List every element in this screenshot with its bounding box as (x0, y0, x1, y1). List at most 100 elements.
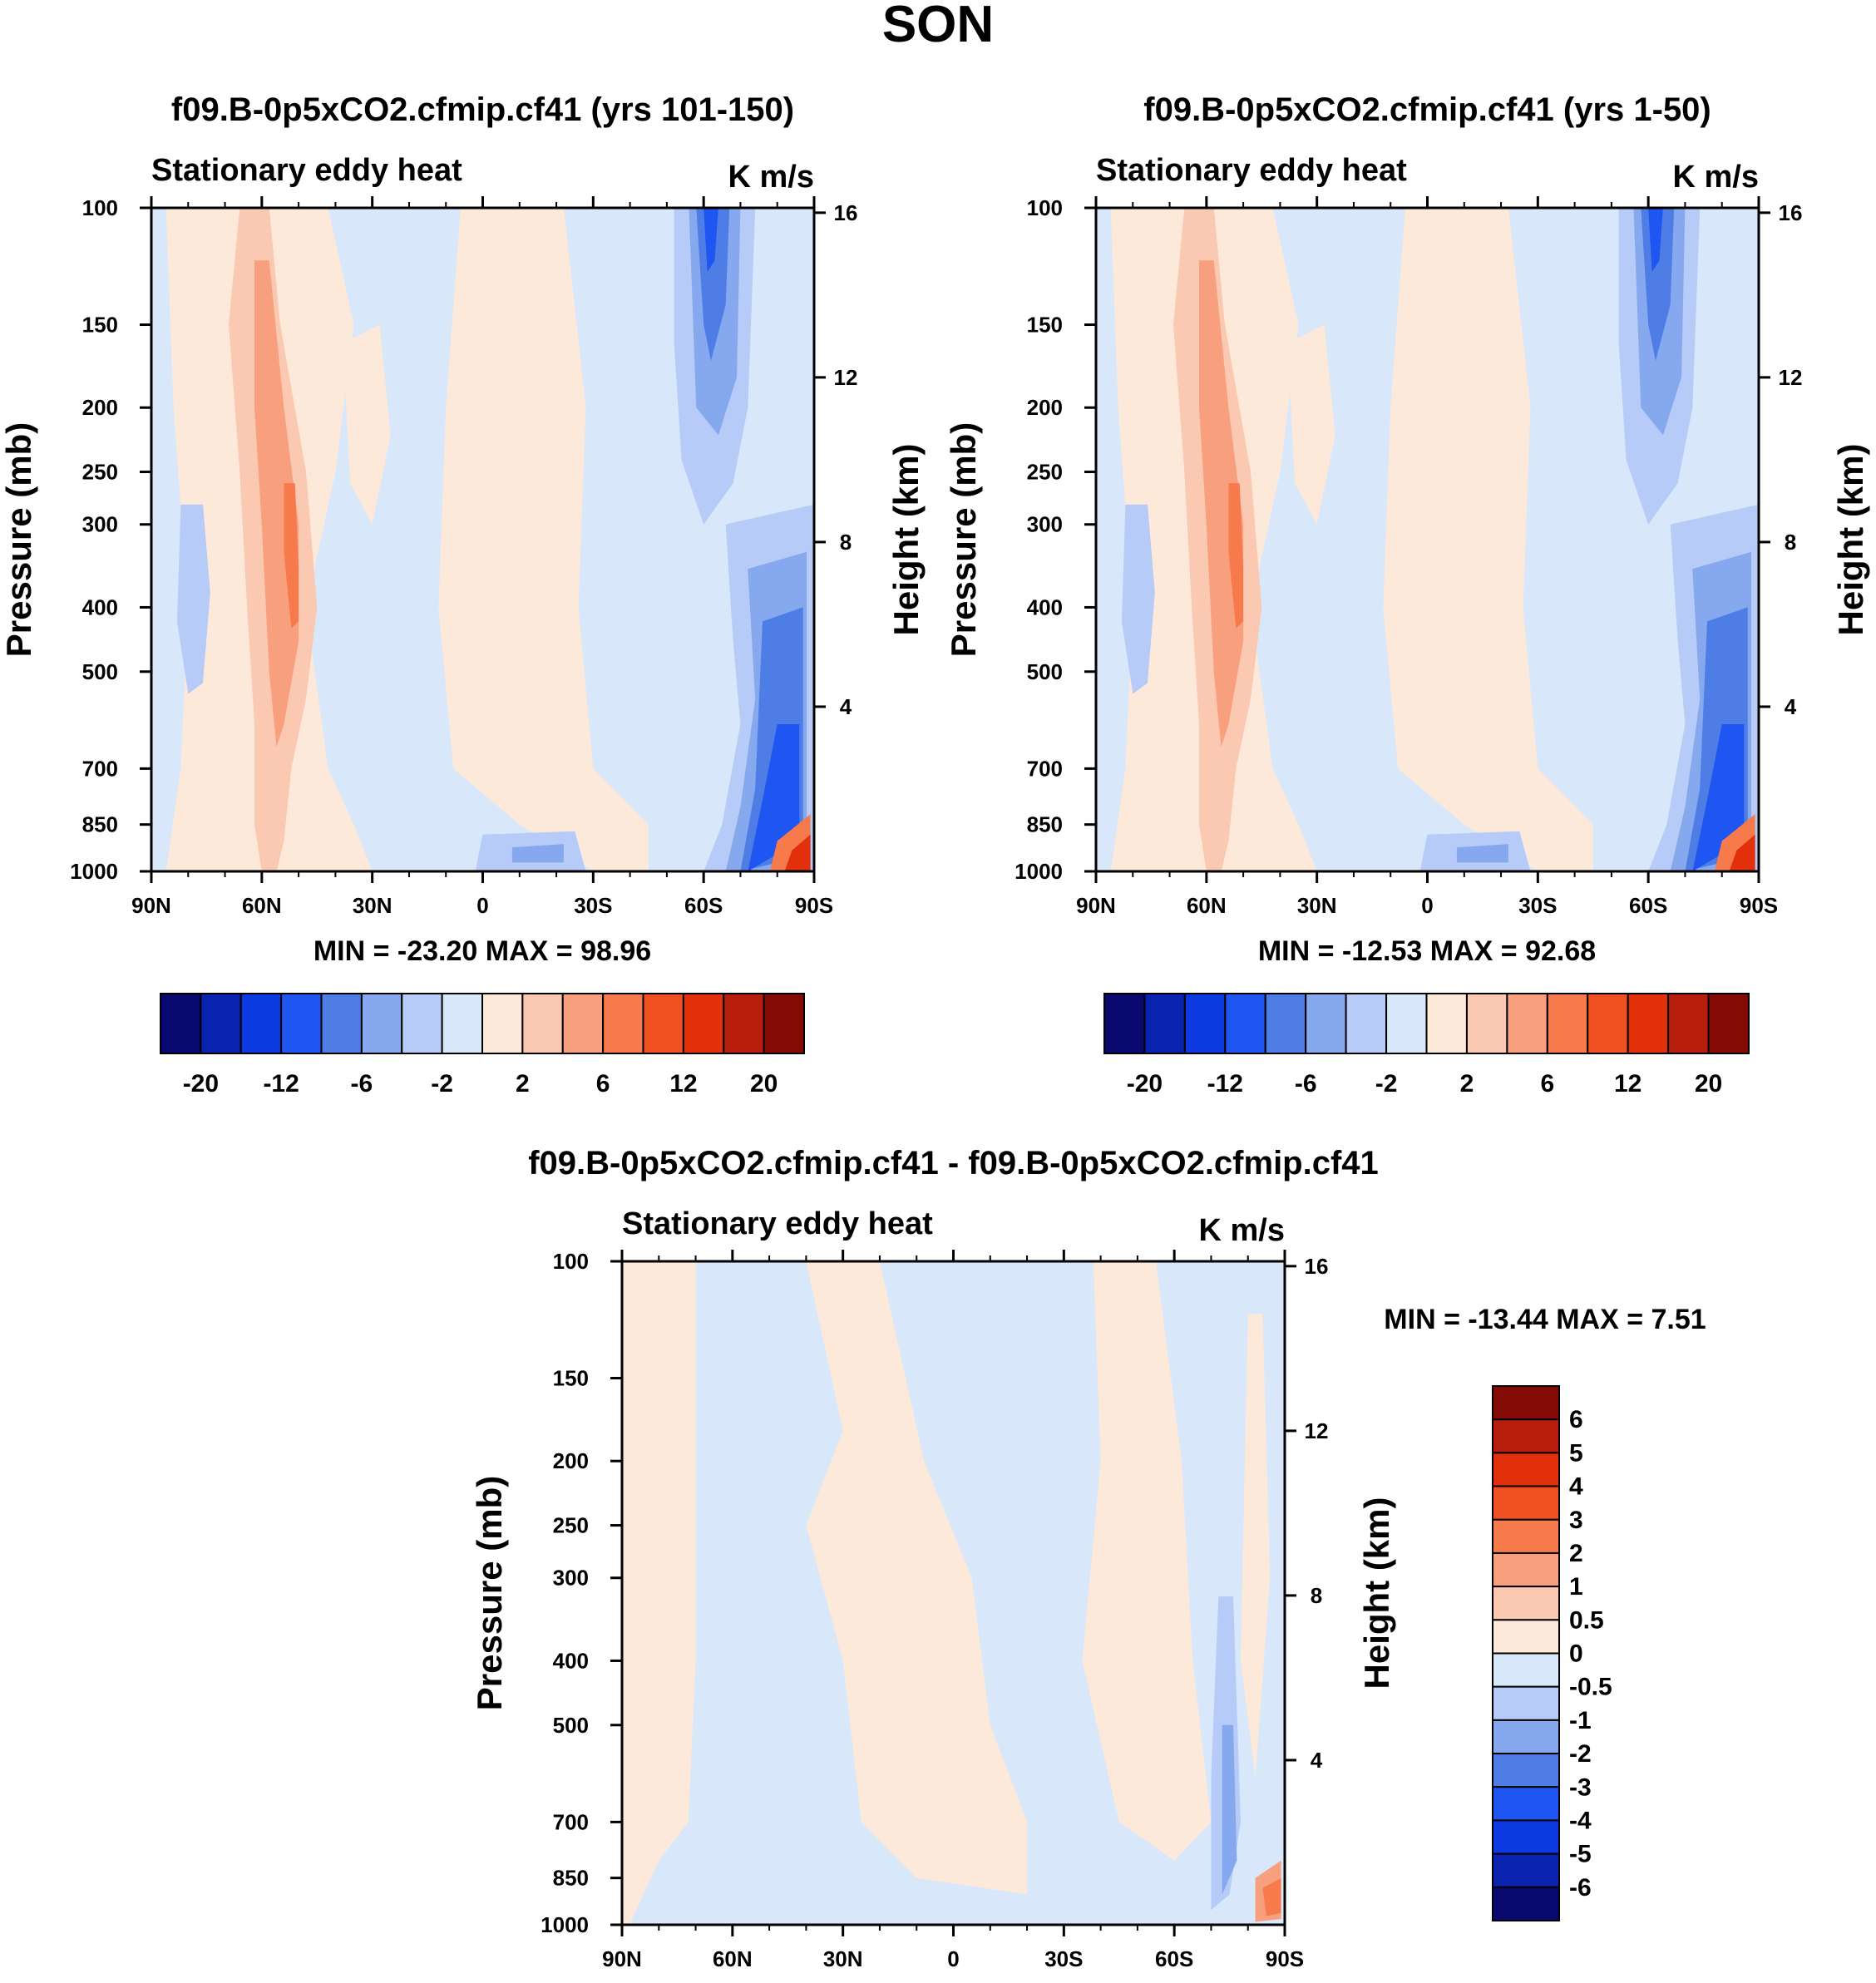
y-right-tick-label: 12 (1305, 1418, 1329, 1443)
y-tick-label: 500 (553, 1713, 589, 1738)
colorbar-label: 12 (1614, 1070, 1642, 1098)
contour-band (622, 1261, 696, 1925)
contour-band (1641, 208, 1675, 361)
colorbar-label: -20 (183, 1070, 219, 1098)
colorbar-label: 12 (669, 1070, 697, 1098)
y-tick-label: 1000 (541, 1912, 589, 1937)
colorbar-box (521, 993, 564, 1054)
colorbar-label: 0.5 (1569, 1606, 1604, 1634)
contour-field (151, 208, 814, 871)
contour-band (1648, 208, 1663, 273)
colorbar-label: 4 (1569, 1473, 1583, 1501)
y-axis-label: Pressure (mb) (944, 422, 983, 657)
y-tick-label: 400 (1027, 594, 1063, 619)
contour-band (284, 483, 299, 629)
y-right-tick-label: 4 (1785, 694, 1797, 719)
colorbar-box (239, 993, 283, 1054)
x-tick-label: 0 (1421, 893, 1433, 918)
colorbar-label: -0.5 (1569, 1674, 1612, 1701)
units-label: K m/s (1199, 1213, 1285, 1248)
y-tick-label: 150 (82, 313, 118, 338)
y-right-tick-label: 16 (1305, 1254, 1329, 1279)
x-tick-label: 30S (1044, 1946, 1083, 1971)
colorbar-box (1465, 993, 1508, 1054)
x-tick-label: 60S (1155, 1946, 1193, 1971)
panel-title: f09.B-0p5xCO2.cfmip.cf41 - f09.B-0p5xCO2… (528, 1145, 1379, 1181)
contour-band (1122, 504, 1155, 694)
y-tick-label: 300 (1027, 512, 1063, 537)
colorbar-box (682, 993, 725, 1054)
colorbar-label: -5 (1569, 1841, 1592, 1868)
x-tick-label: 60S (1629, 893, 1667, 918)
colorbar-label: 1 (1569, 1573, 1583, 1601)
y-right-axis-label: Height (km) (886, 444, 926, 636)
x-tick-label: 60N (713, 1946, 753, 1971)
y-tick-label: 250 (553, 1513, 589, 1538)
contour-field (622, 1261, 1285, 1925)
units-label: K m/s (1673, 160, 1759, 195)
x-tick-label: 0 (947, 1946, 959, 1971)
colorbar-box (200, 993, 242, 1054)
colorbar-box (1492, 1685, 1560, 1721)
y-tick-label: 100 (1027, 195, 1063, 220)
colorbar-box (1492, 1619, 1560, 1655)
colorbar-label: -12 (263, 1070, 299, 1098)
colorbar-box (723, 993, 765, 1054)
colorbar-box (1492, 1518, 1560, 1554)
contour-band (177, 504, 210, 694)
y-right-tick-label: 16 (1779, 200, 1803, 225)
colorbar-box (1492, 1551, 1560, 1588)
colorbar-box (1492, 1719, 1560, 1755)
colorbar-box (1492, 1786, 1560, 1822)
x-tick-label: 30N (353, 893, 392, 918)
y-tick-label: 500 (82, 659, 118, 684)
colorbar-box (1707, 993, 1750, 1054)
y-right-tick-label: 8 (1785, 530, 1796, 555)
y-right-tick-label: 8 (1311, 1583, 1322, 1608)
colorbar-box (1506, 993, 1548, 1054)
colorbar-box (1224, 993, 1266, 1054)
colorbar-box (1492, 1485, 1560, 1521)
y-right-tick-label: 12 (834, 365, 858, 390)
y-right-tick-label: 16 (834, 200, 858, 225)
y-tick-label: 150 (553, 1366, 589, 1391)
colorbar-box (360, 993, 403, 1054)
panel-2: 90N 60N 30N 0 30S 60S 90S 100 150 200 250 300 400 500… (944, 91, 1870, 1098)
colorbar-box (401, 993, 443, 1054)
colorbar-label: -2 (1375, 1070, 1398, 1098)
y-tick-label: 150 (1027, 313, 1063, 338)
x-tick-label: 30N (1297, 893, 1337, 918)
colorbar-box (1546, 993, 1589, 1054)
colorbar-box (1492, 1753, 1560, 1788)
colorbar-box (1492, 1385, 1560, 1421)
colorbar-box (1492, 1652, 1560, 1688)
colorbar-label: -2 (1569, 1740, 1592, 1768)
colorbar-label: -1 (1569, 1707, 1592, 1734)
contour-band (1383, 208, 1593, 871)
colorbar-label: 2 (1569, 1540, 1583, 1567)
contour-band (1222, 1724, 1237, 1895)
colorbar-label: -6 (1295, 1070, 1317, 1098)
y-tick-label: 200 (82, 395, 118, 420)
colorbar-label: -3 (1569, 1773, 1592, 1801)
y-tick-label: 250 (82, 460, 118, 485)
contour-band (704, 208, 718, 273)
y-tick-label: 200 (553, 1448, 589, 1473)
panel-3: 90N 60N 30N 0 30S 60S 90S100150200250300400500… (470, 1145, 1706, 1971)
y-tick-label: 700 (1027, 756, 1063, 781)
colorbar-box (1492, 1452, 1560, 1487)
colorbar-box (1492, 1886, 1560, 1921)
y-tick-label: 850 (553, 1866, 589, 1891)
colorbar-label: 20 (1695, 1070, 1722, 1098)
x-tick-label: 60N (242, 893, 282, 918)
colorbar-box (1345, 993, 1388, 1054)
colorbar-label: 2 (516, 1070, 530, 1098)
y-right-tick-label: 12 (1779, 365, 1803, 390)
y-tick-label: 100 (553, 1249, 589, 1274)
left-string: Stationary eddy heat (622, 1206, 933, 1241)
colorbar-box (1492, 1819, 1560, 1855)
y-tick-label: 300 (553, 1566, 589, 1591)
contour-band (784, 834, 811, 871)
contour-band (1027, 1261, 1212, 1861)
